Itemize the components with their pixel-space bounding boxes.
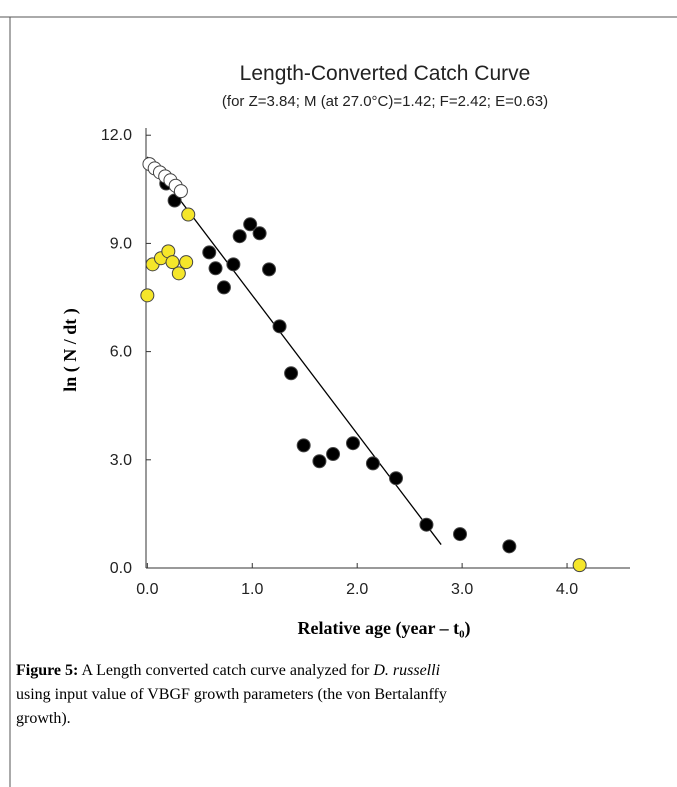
data-point: [165, 255, 180, 270]
data-point: [181, 207, 196, 222]
data-point: [179, 255, 194, 270]
caption-text: growth).: [16, 710, 71, 727]
x-tick-label: 4.0: [556, 581, 578, 598]
data-point: [365, 456, 380, 471]
data-point: [296, 438, 311, 453]
caption-line: Figure 5: A Length converted catch curve…: [16, 662, 440, 679]
data-point: [572, 558, 587, 573]
data-point: [140, 288, 155, 303]
data-point: [216, 280, 231, 295]
caption-label: Figure 5:: [16, 662, 78, 679]
data-point: [326, 447, 341, 462]
x-axis-label: Relative age (year – t₀): [298, 618, 471, 639]
data-point: [284, 366, 299, 381]
data-point: [208, 261, 223, 276]
x-tick-label: 0.0: [136, 581, 158, 598]
data-point: [173, 184, 188, 199]
x-tick-label: 1.0: [241, 581, 263, 598]
y-tick-label: 12.0: [101, 127, 132, 144]
y-tick-label: 6.0: [110, 344, 132, 361]
y-tick-label: 0.0: [110, 560, 132, 577]
data-point: [171, 266, 186, 281]
caption-species: D. russelli: [372, 662, 440, 679]
caption-text: A Length converted catch curve analyzed …: [81, 662, 370, 679]
data-point: [272, 319, 287, 334]
x-tick-label: 2.0: [346, 581, 368, 598]
y-tick-label: 9.0: [110, 235, 132, 252]
data-point: [419, 517, 434, 532]
y-axis-label: ln ( N / dt ): [60, 308, 81, 392]
chart-title: Length-Converted Catch Curve: [240, 62, 531, 85]
data-point: [389, 471, 404, 486]
caption-text: using input value of VBGF growth paramet…: [16, 686, 447, 703]
data-point: [226, 257, 241, 272]
data-point: [345, 436, 360, 451]
y-tick-label: 3.0: [110, 452, 132, 469]
data-point: [312, 454, 327, 469]
data-point: [232, 229, 247, 244]
data-point: [453, 527, 468, 542]
data-point: [243, 217, 258, 232]
data-point: [252, 226, 267, 241]
data-point: [502, 539, 517, 554]
x-tick-label: 3.0: [451, 581, 473, 598]
data-point: [202, 245, 217, 260]
data-point: [262, 262, 277, 277]
chart-subtitle: (for Z=3.84; M (at 27.0°C)=1.42; F=2.42;…: [222, 93, 548, 110]
